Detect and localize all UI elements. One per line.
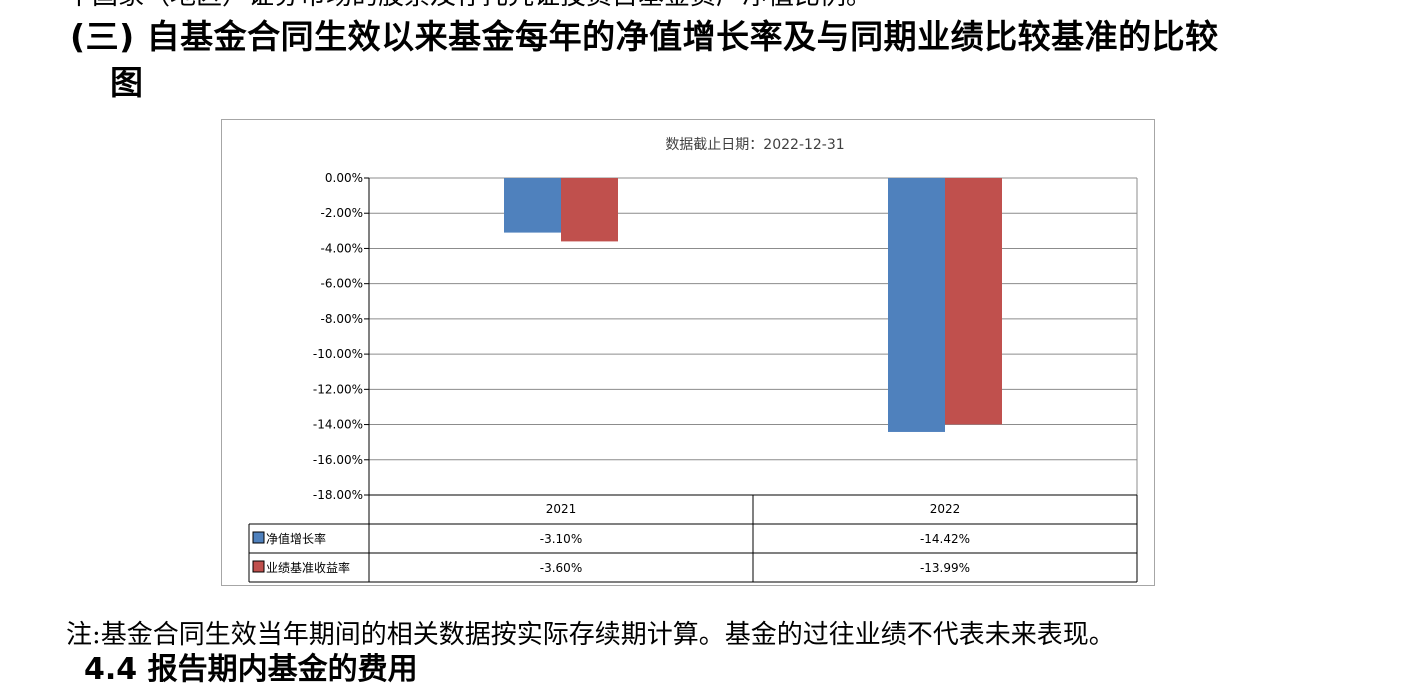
bar-benchmark-2021 [561,178,618,242]
section-heading-line1: (三) 自基金合同生效以来基金每年的净值增长率及与同期业绩比较基准的比较 [70,17,1219,56]
y-tick-label: -4.00% [321,241,363,255]
cut-off-previous-line: 中国家（地区）证券市场的股票及存托凭证投资占基金资产净值比例。 [66,0,872,9]
data-label-benchmark-2022: -13.99% [920,561,970,575]
category-label-2022: 2022 [930,502,961,516]
y-tick-label: -6.00% [321,277,363,291]
bar-nav-growth-2021 [504,178,561,233]
chart-canvas: 数据截止日期：2022-12-31 0.00% -2.00% -4.00% -6.00%… [248,137,1138,583]
y-tick-label: -10.00% [313,347,363,361]
cut-off-next-heading: 4.4 报告期内基金的费用 [84,652,418,687]
section-heading: (三) 自基金合同生效以来基金每年的净值增长率及与同期业绩比较基准的比较 图 [70,14,1330,106]
footnote: 注:基金合同生效当年期间的相关数据按实际存续期计算。基金的过往业绩不代表未来表现… [66,620,1115,650]
y-tick-label: -12.00% [313,382,363,396]
y-tick-label: -16.00% [313,453,363,467]
bar-nav-growth-2022 [888,178,945,432]
y-tick-label: -18.00% [313,488,363,502]
legend-label-nav-growth: 净值增长率 [266,531,326,546]
legend-label-benchmark: 业绩基准收益率 [266,560,350,575]
section-heading-line2: 图 [110,63,144,102]
bar-benchmark-2022 [945,178,1002,425]
y-tick-label: 0.00% [325,171,363,185]
category-label-2021: 2021 [546,502,577,516]
data-label-nav-growth-2021: -3.10% [540,532,582,546]
legend-swatch-nav-growth [252,531,265,544]
legend-swatch-benchmark [252,560,265,573]
chart-title: 数据截止日期：2022-12-31 [665,137,844,153]
data-label-nav-growth-2022: -14.42% [920,532,970,546]
data-label-benchmark-2021: -3.60% [540,561,582,575]
performance-chart: 数据截止日期：2022-12-31 0.00% -2.00% -4.00% -6.00%… [221,119,1155,586]
y-tick-label: -14.00% [313,418,363,432]
y-tick-label: -2.00% [321,206,363,220]
y-tick-label: -8.00% [321,312,363,326]
